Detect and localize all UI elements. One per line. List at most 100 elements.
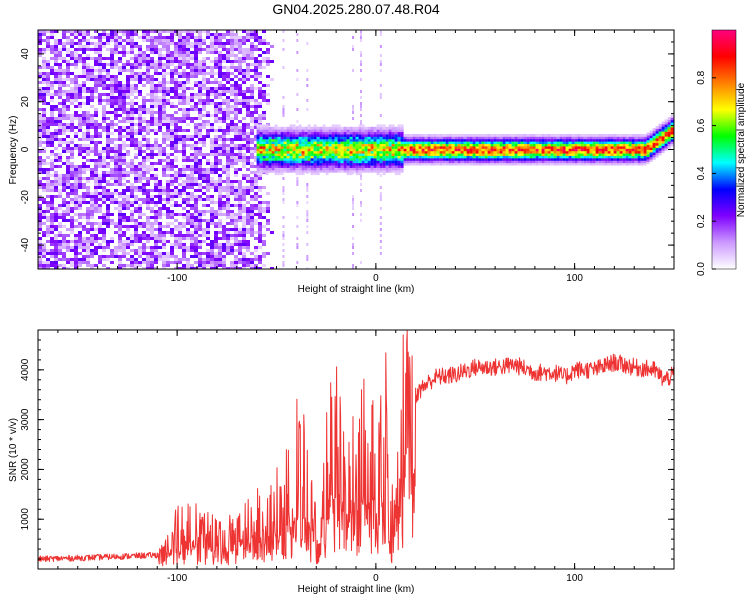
spectrogram-cell	[222, 147, 226, 150]
spectrogram-cell	[50, 153, 54, 156]
spectrogram-cell	[186, 33, 190, 36]
spectrogram-cell	[306, 189, 309, 192]
spectrogram-cell	[262, 162, 266, 166]
spectrogram-cell	[234, 231, 238, 234]
spectrogram-cell	[158, 105, 162, 108]
spectrogram-cell	[454, 160, 458, 164]
spectrogram-cell	[346, 167, 350, 171]
spectrogram-cell	[162, 204, 166, 207]
spectrogram-cell	[397, 133, 401, 137]
spectrogram-cell	[130, 183, 134, 186]
spectrogram-cell	[38, 186, 42, 189]
spectrogram-cell	[202, 240, 206, 243]
spectrogram-cell	[394, 169, 398, 173]
spectrogram-cell	[355, 162, 359, 166]
spectrogram-cell	[523, 153, 527, 156]
spectrogram-cell	[238, 147, 242, 150]
spectrogram-cell	[46, 186, 50, 189]
spectrogram-cell	[325, 126, 329, 130]
spectrogram-cell	[270, 45, 274, 48]
spectrogram-cell	[274, 165, 278, 168]
spectrogram-cell	[388, 131, 392, 135]
spectrogram-cell	[296, 33, 299, 36]
spectrogram-cell	[307, 133, 311, 137]
spectrogram-cell	[74, 111, 78, 114]
spectrogram-cell	[406, 145, 410, 149]
spectrogram-cell	[82, 51, 86, 54]
spectrogram-cell	[250, 222, 254, 225]
spectrogram-cell	[268, 136, 272, 140]
spectrogram-cell	[138, 48, 142, 51]
spectrogram-cell	[202, 30, 206, 33]
spectrogram-cell	[134, 123, 138, 126]
spectrogram-cell	[298, 157, 302, 161]
spectrogram-cell	[481, 133, 485, 137]
spectrogram-cell	[493, 143, 497, 147]
spectrogram-cell	[379, 69, 382, 72]
spectrogram-cell	[262, 111, 266, 114]
spectrogram-cell	[74, 165, 78, 168]
spectrogram-cell	[295, 172, 299, 176]
spectrogram-cell	[106, 99, 110, 102]
spectrogram-cell	[289, 165, 293, 168]
spectrogram-cell	[337, 165, 341, 168]
spectrogram-cell	[222, 138, 226, 141]
spectrogram-cell	[190, 177, 194, 180]
spectrogram-cell	[306, 78, 309, 81]
spectrogram-cell	[150, 225, 154, 228]
spectrogram-cell	[346, 129, 350, 133]
spectrogram-cell	[254, 30, 258, 33]
spectrogram-cell	[337, 162, 341, 166]
spectrogram-cell	[499, 160, 503, 164]
spectrogram-cell	[150, 216, 154, 219]
spectrogram-cell	[202, 171, 206, 174]
spectrogram-cell	[194, 249, 198, 252]
spectrogram-cell	[150, 57, 154, 60]
spectrogram-cell	[162, 48, 166, 51]
spectrogram-cell	[511, 136, 515, 140]
spectrogram-cell	[358, 155, 362, 159]
spectrogram-cell	[424, 153, 428, 156]
spectrogram-cell	[202, 210, 206, 213]
spectrogram-cell	[250, 189, 254, 192]
spectrogram-cell	[138, 186, 142, 189]
spectrogram-cell	[484, 133, 488, 137]
spectrogram-cell	[242, 93, 246, 96]
spectrogram-cell	[154, 177, 158, 180]
spectrogram-cell	[158, 114, 162, 117]
spectrogram-cell	[349, 126, 353, 130]
spectrogram-cell	[166, 123, 170, 126]
spectrogram-cell	[138, 57, 142, 60]
spectrogram-cell	[130, 216, 134, 219]
spectrogram-cell	[98, 69, 102, 72]
spectrogram-cell	[142, 213, 146, 216]
spectrogram-cell	[54, 51, 58, 54]
spectrogram-cell	[158, 186, 162, 189]
spectrogram-cell	[274, 162, 278, 166]
spectrogram-cell	[90, 168, 94, 171]
spectrogram-cell	[226, 198, 230, 201]
spectrogram-cell	[210, 126, 214, 129]
spectrogram-cell	[166, 198, 170, 201]
spectrogram-cell	[230, 120, 234, 123]
spectrogram-cell	[210, 171, 214, 174]
spectrogram-cell	[182, 246, 186, 249]
spectrogram-cell	[379, 165, 383, 168]
spectrogram-cell	[174, 159, 178, 162]
spectrogram-cell	[126, 204, 130, 207]
spectrogram-cell	[254, 174, 258, 177]
spectrogram-cell	[206, 90, 210, 93]
spectrogram-cell	[262, 169, 266, 173]
spectrogram-cell	[86, 123, 90, 126]
spectrogram-cell	[292, 148, 296, 152]
spectrogram-cell	[194, 144, 198, 147]
spectrogram-cell	[166, 144, 170, 147]
spectrogram-cell	[421, 153, 425, 156]
spectrogram-cell	[346, 162, 350, 166]
spectrogram-cell	[361, 126, 365, 130]
spectrogram-cell	[106, 126, 110, 129]
spectrogram-cell	[254, 39, 258, 42]
spectrogram-cell	[166, 51, 170, 54]
spectrogram-cell	[292, 133, 296, 137]
spectrogram-cell	[319, 169, 323, 173]
